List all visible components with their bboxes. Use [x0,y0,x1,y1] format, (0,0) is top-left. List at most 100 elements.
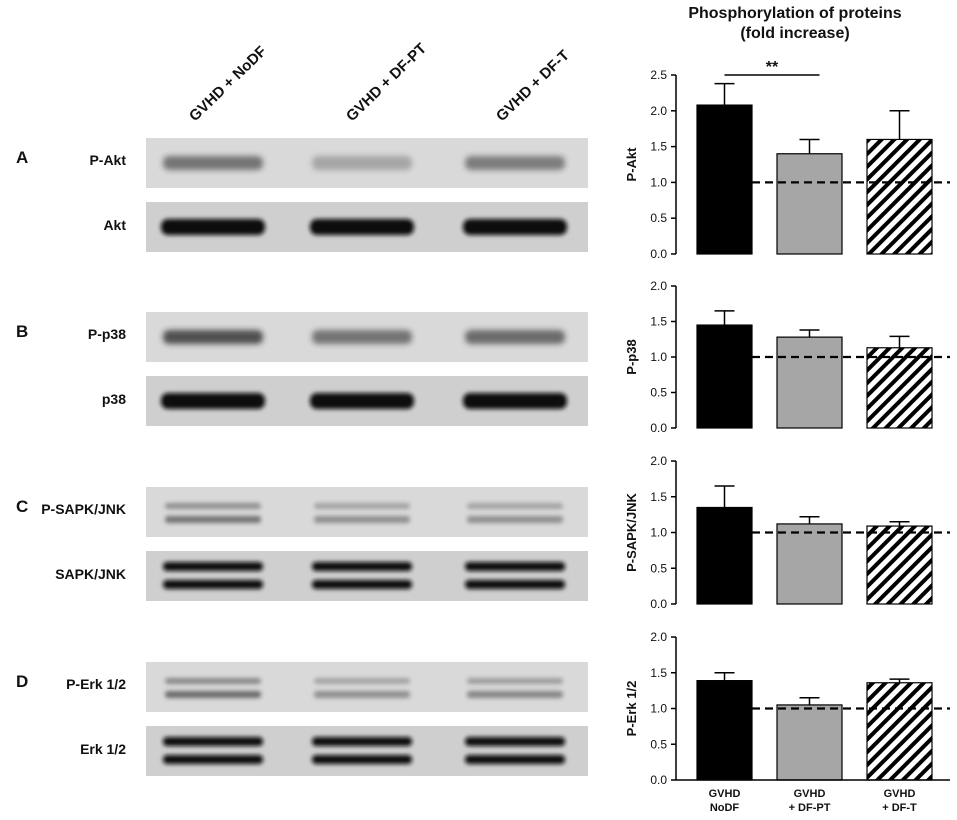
total-band [312,580,412,589]
blot-panel-d: D P-Erk 1/2 Erk 1/2 [16,662,588,776]
total-band [161,219,265,235]
blot-panel-c: C P-SAPK/JNK SAPK/JNK [16,487,588,601]
y-tick-label: 2.0 [650,279,667,293]
y-tick-label: 0.5 [650,737,667,751]
total-band [465,580,565,589]
x-category-label: GVHD [884,788,916,800]
phospho-protein-label: P-Erk 1/2 [66,676,126,692]
y-tick-label: 1.5 [650,490,667,504]
total-protein-label: Akt [103,217,126,233]
bar-charts: 0.0 0.5 1.0 1.5 2.0 2.5 P-Akt ** 0.0 0.5 1.0 1.5 2.0… [624,59,950,814]
y-tick-label: 1.5 [650,140,667,154]
total-band [312,562,412,571]
bar-3 [866,682,933,781]
total-band [465,755,565,764]
total-band [163,580,263,589]
y-axis-label: P-Erk 1/2 [624,681,639,737]
phospho-band [467,516,563,523]
bar-1 [696,680,753,781]
phospho-band [165,503,261,509]
total-protein-label: p38 [102,391,126,407]
total-band [163,737,263,746]
bar-chart-1: 0.0 0.5 1.0 1.5 2.0 2.5 P-Akt ** [624,59,950,261]
x-category-label: GVHD [794,788,826,800]
total-band [163,562,263,571]
phospho-band [312,330,412,344]
phospho-band [467,691,563,698]
total-band [163,755,263,764]
total-band [463,219,567,235]
phospho-band [465,156,565,170]
y-tick-label: 2.0 [650,104,667,118]
y-tick-label: 2.0 [650,454,667,468]
y-tick-label: 1.0 [650,526,667,540]
x-category-label: + DF-PT [789,802,831,814]
panel-letter-c: C [16,497,28,516]
chart-title-line2: (fold increase) [740,25,849,42]
blot-panel-b: B P-p38 p38 [16,312,588,426]
blot-panel-a: A P-Akt Akt [16,138,588,252]
phospho-band [314,691,410,698]
chart-title-line1: Phosphorylation of proteins [688,5,901,22]
bar-1 [696,104,753,255]
total-band [463,393,567,409]
y-tick-label: 0.5 [650,211,667,225]
x-category-label: + DF-T [882,802,917,814]
total-band [465,562,565,571]
total-band [465,737,565,746]
panel-letter-d: D [16,672,28,691]
phospho-band [163,156,263,170]
phospho-protein-label: P-SAPK/JNK [41,501,126,517]
phospho-band [467,678,563,684]
phospho-band [163,330,263,344]
significance-label: ** [766,59,779,76]
bar-2 [776,523,843,605]
total-protein-label: Erk 1/2 [80,741,126,757]
y-tick-label: 1.0 [650,175,667,189]
bar-3 [866,347,933,429]
lane-label-nodf: GVHD + NoDF [186,43,270,125]
y-tick-label: 1.0 [650,702,667,716]
total-band [312,755,412,764]
phospho-band [314,516,410,523]
y-axis-label: P-p38 [624,339,639,374]
y-axis-label: P-SAPK/JNK [624,493,639,572]
y-tick-label: 0.5 [650,561,667,575]
y-tick-label: 0.0 [650,421,667,435]
y-tick-label: 1.5 [650,315,667,329]
bar-2 [776,704,843,781]
phospho-band [312,156,412,170]
phospho-band [465,330,565,344]
total-blot-strip [146,551,588,601]
phospho-protein-label: P-p38 [88,326,126,342]
y-tick-label: 1.0 [650,350,667,364]
y-tick-label: 0.5 [650,386,667,400]
y-tick-label: 1.5 [650,666,667,680]
phospho-blot-strip [146,662,588,712]
bar-2 [776,336,843,429]
bar-3 [866,138,933,255]
phospho-band [165,678,261,684]
total-band [312,737,412,746]
total-blot-strip [146,726,588,776]
y-tick-label: 0.0 [650,773,667,787]
phospho-blot-strip [146,487,588,537]
bar-3 [866,525,933,605]
total-band [310,219,414,235]
y-tick-label: 0.0 [650,247,667,261]
bar-chart-4: 0.0 0.5 1.0 1.5 2.0 P-Erk 1/2 [624,630,950,787]
total-band [161,393,265,409]
bar-1 [696,506,753,605]
bar-2 [776,153,843,255]
total-protein-label: SAPK/JNK [55,566,126,582]
phospho-band [165,516,261,523]
y-axis-label: P-Akt [624,147,639,182]
panel-letter-a: A [16,148,28,167]
bar-chart-2: 0.0 0.5 1.0 1.5 2.0 P-p38 [624,279,950,435]
x-category-label: NoDF [710,802,740,814]
phospho-protein-label: P-Akt [89,152,126,168]
bar-chart-3: 0.0 0.5 1.0 1.5 2.0 P-SAPK/JNK [624,454,950,611]
y-tick-label: 2.0 [650,630,667,644]
panel-letter-b: B [16,322,28,341]
